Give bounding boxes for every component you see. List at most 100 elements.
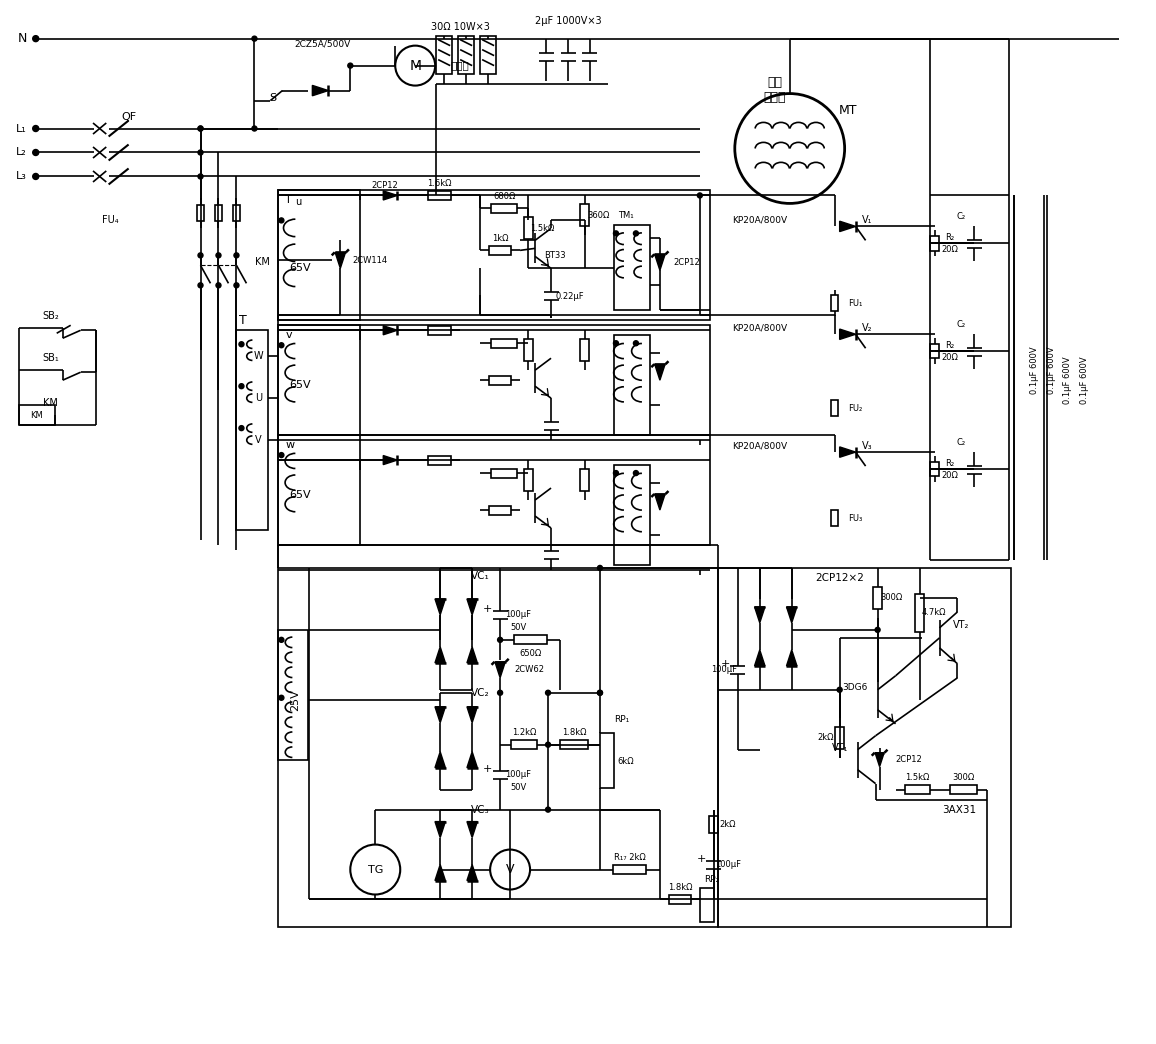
Text: 2CP12: 2CP12 [372, 181, 399, 190]
Circle shape [614, 231, 618, 236]
Circle shape [875, 627, 880, 633]
Text: 1.6kΩ: 1.6kΩ [427, 179, 452, 188]
Text: 50V: 50V [510, 623, 526, 633]
Text: MT: MT [838, 104, 857, 117]
Circle shape [239, 426, 244, 430]
Circle shape [546, 690, 550, 695]
Text: 2kΩ: 2kΩ [719, 821, 736, 829]
Bar [916, 594, 924, 632]
Circle shape [598, 690, 602, 695]
Circle shape [614, 471, 618, 476]
Bar [614, 465, 650, 565]
Polygon shape [654, 255, 665, 270]
Text: L₁: L₁ [16, 123, 27, 134]
Circle shape [697, 193, 703, 198]
Polygon shape [384, 455, 398, 465]
Circle shape [198, 253, 203, 258]
Circle shape [837, 687, 843, 692]
Bar [489, 376, 511, 384]
Polygon shape [467, 752, 477, 767]
Polygon shape [384, 326, 398, 335]
Polygon shape [839, 221, 855, 232]
Text: FU₃: FU₃ [847, 514, 862, 522]
Polygon shape [786, 607, 796, 623]
Text: 0.22μF: 0.22μF [556, 292, 584, 301]
Circle shape [198, 126, 203, 130]
Polygon shape [467, 822, 477, 837]
Text: 6kΩ: 6kΩ [617, 757, 633, 766]
Text: S: S [269, 93, 276, 102]
Polygon shape [875, 753, 884, 766]
Circle shape [497, 637, 503, 642]
Text: T: T [238, 314, 246, 327]
Polygon shape [839, 447, 855, 457]
Polygon shape [467, 647, 477, 663]
Text: 20Ω: 20Ω [941, 471, 958, 479]
Polygon shape [467, 864, 477, 880]
Bar [931, 345, 939, 358]
Bar [580, 339, 590, 361]
Text: T: T [286, 195, 292, 206]
Text: 3AX31: 3AX31 [942, 805, 977, 814]
Polygon shape [435, 647, 445, 663]
Bar [831, 295, 838, 311]
Circle shape [32, 173, 38, 180]
Text: 20Ω: 20Ω [941, 245, 958, 254]
Text: 1.5kΩ: 1.5kΩ [905, 774, 929, 782]
Text: 100μF: 100μF [714, 860, 741, 869]
Bar [835, 727, 844, 749]
Circle shape [32, 149, 38, 156]
Text: VC₃: VC₃ [470, 805, 489, 814]
Text: C₂: C₂ [957, 319, 966, 329]
Bar [489, 246, 511, 255]
Bar [279, 326, 710, 435]
Polygon shape [435, 707, 445, 722]
Circle shape [32, 125, 38, 132]
Circle shape [216, 253, 221, 258]
Polygon shape [839, 329, 855, 339]
Circle shape [598, 566, 602, 570]
Text: L₃: L₃ [16, 171, 27, 182]
Text: SB₁: SB₁ [43, 353, 59, 363]
Bar [491, 338, 517, 348]
Circle shape [279, 695, 284, 701]
Circle shape [252, 37, 257, 41]
Text: R₂: R₂ [944, 340, 954, 350]
Circle shape [198, 174, 203, 179]
Text: RP₂: RP₂ [704, 875, 719, 884]
Text: VC₂: VC₂ [470, 688, 489, 697]
Text: 650Ω: 650Ω [519, 649, 541, 659]
Text: VC₁: VC₁ [470, 571, 489, 580]
Text: 4.7kΩ: 4.7kΩ [921, 609, 946, 617]
Text: 2CZ5A/500V: 2CZ5A/500V [295, 39, 350, 48]
Text: 100μF: 100μF [711, 665, 736, 674]
Polygon shape [654, 494, 665, 511]
Text: C₂: C₂ [957, 212, 966, 221]
Bar [524, 469, 533, 491]
Text: 30Ω 10W×3: 30Ω 10W×3 [431, 22, 490, 31]
Circle shape [546, 807, 550, 812]
Bar [428, 191, 451, 200]
Text: +: + [483, 603, 492, 614]
Text: v: v [286, 330, 292, 340]
Text: 2CW114: 2CW114 [353, 256, 387, 265]
Bar [279, 435, 361, 545]
Text: SB₂: SB₂ [43, 311, 59, 322]
Circle shape [497, 690, 503, 695]
Bar [215, 206, 222, 221]
Polygon shape [495, 662, 505, 678]
Text: 65V: 65V [289, 380, 311, 390]
Polygon shape [435, 599, 445, 615]
Text: 1kΩ: 1kΩ [491, 234, 509, 243]
Text: 50V: 50V [510, 783, 526, 792]
Text: 100μF: 100μF [505, 611, 531, 619]
Text: 3DG6: 3DG6 [842, 683, 867, 692]
Text: 100μF: 100μF [505, 770, 531, 779]
Text: FU₁: FU₁ [847, 299, 862, 308]
Text: 2kΩ: 2kΩ [817, 733, 833, 742]
Text: V₁: V₁ [862, 215, 873, 226]
Text: RP₁: RP₁ [614, 715, 629, 725]
Text: 300Ω: 300Ω [881, 593, 903, 602]
Circle shape [32, 35, 38, 42]
Bar [279, 435, 710, 545]
